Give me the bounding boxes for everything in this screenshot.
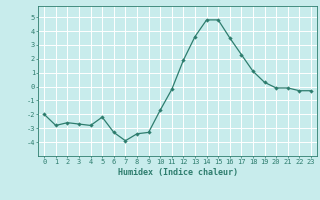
X-axis label: Humidex (Indice chaleur): Humidex (Indice chaleur) [118,168,238,177]
